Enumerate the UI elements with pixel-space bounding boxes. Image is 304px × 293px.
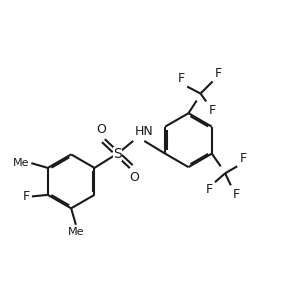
- Text: F: F: [215, 67, 222, 80]
- Text: S: S: [113, 146, 122, 161]
- Text: HN: HN: [135, 125, 154, 138]
- Text: Me: Me: [12, 158, 29, 168]
- Text: F: F: [239, 152, 247, 165]
- Text: Me: Me: [68, 227, 84, 237]
- Text: O: O: [96, 123, 106, 136]
- Text: F: F: [209, 104, 216, 117]
- Text: F: F: [178, 72, 185, 85]
- Text: F: F: [206, 183, 213, 196]
- Text: O: O: [129, 171, 139, 184]
- Text: F: F: [22, 190, 30, 203]
- Text: F: F: [233, 188, 240, 201]
